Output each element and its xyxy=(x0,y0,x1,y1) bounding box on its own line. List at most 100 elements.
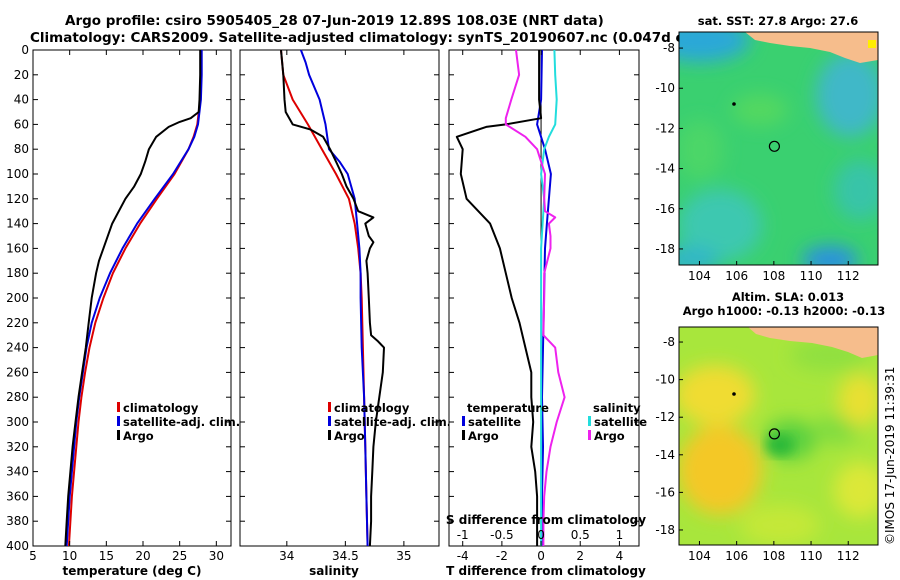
x-tick-label: 5 xyxy=(29,549,37,563)
s-tick-label: 0 xyxy=(537,528,545,542)
legend-title-salinity: salinity xyxy=(593,401,641,415)
difference-top-xlabel: S difference from climatology xyxy=(446,513,646,527)
sla-map-title-line2: Argo h1000: -0.13 h2000: -0.13 xyxy=(683,304,886,318)
legend-swatch-climatology xyxy=(117,402,120,412)
sla-map: Altim. SLA: 0.013 Argo h1000: -0.13 h200… xyxy=(655,290,886,563)
map-x-tick-label: 108 xyxy=(762,269,785,283)
map-x-tick-label: 112 xyxy=(837,269,860,283)
map-y-tick-label: -10 xyxy=(655,81,675,95)
s-tick-label: -1 xyxy=(457,528,469,542)
x-tick-label: 34.5 xyxy=(332,549,359,563)
map-x-tick-label: 104 xyxy=(688,549,711,563)
map-y-tick-label: -14 xyxy=(655,448,675,462)
sst-map-title: sat. SST: 27.8 Argo: 27.6 xyxy=(698,14,858,28)
salinity-panel: 34 34.5 35 salinity climatology satellite-… xyxy=(239,49,451,578)
difference-legend-salinity: salinity satellite Argo xyxy=(588,401,647,443)
x-tick-label: 15 xyxy=(99,549,114,563)
map-y-tick-label: -8 xyxy=(663,335,675,349)
salinity-legend: climatology satellite-adj. clim. Argo xyxy=(328,401,451,443)
legend-swatch-t-argo xyxy=(462,430,465,440)
legend-swatch-satellite xyxy=(117,416,120,426)
y-tick-label: 100 xyxy=(6,167,29,181)
x-tick-label: 10 xyxy=(62,549,77,563)
map-x-tick-label: 106 xyxy=(725,549,748,563)
y-tick-label: 300 xyxy=(6,415,29,429)
difference-panel: -4 -2 0 2 4 -1 -0.5 0 0.5 1 S difference from cli… xyxy=(446,49,647,578)
legend-swatch-argo xyxy=(117,430,120,440)
salinity-axes-frame xyxy=(239,49,440,547)
map-y-tick-label: -18 xyxy=(655,242,675,256)
y-tick-label: 260 xyxy=(6,365,29,379)
legend-label-satellite: satellite-adj. clim. xyxy=(334,415,451,429)
legend-swatch-s-argo xyxy=(588,430,591,440)
legend-title-temperature: temperature xyxy=(467,401,549,415)
map-x-tick-label: 110 xyxy=(800,549,823,563)
map-y-tick-label: -16 xyxy=(655,485,675,499)
x-tick-label: 35 xyxy=(396,549,411,563)
map-x-tick-label: 110 xyxy=(800,269,823,283)
map-x-tick-label: 106 xyxy=(725,269,748,283)
series-line-argo xyxy=(64,50,202,547)
y-tick-label: 280 xyxy=(6,390,29,404)
map-y-tick-label: -16 xyxy=(655,202,675,216)
series-line-salinity-argo xyxy=(504,49,566,546)
y-tick-label: 40 xyxy=(14,93,29,107)
y-tick-label: 0 xyxy=(21,43,29,57)
series-line-temperature-argo xyxy=(455,50,543,546)
difference-legend-temperature: temperature satellite Argo xyxy=(462,401,549,443)
x-tick-label: 20 xyxy=(135,549,150,563)
difference-xlabel: T difference from climatology xyxy=(446,564,646,578)
y-tick-label: 160 xyxy=(6,241,29,255)
x-tick-label: 30 xyxy=(209,549,224,563)
series-line-argo xyxy=(280,49,385,547)
sla-map-frame xyxy=(678,326,879,546)
salinity-xlabel: salinity xyxy=(309,564,359,578)
x-tick-label: 0 xyxy=(537,549,545,563)
x-tick-label: 25 xyxy=(172,549,187,563)
legend-label-climatology: climatology xyxy=(123,401,199,415)
y-tick-label: 180 xyxy=(6,266,29,280)
land-hot-pixel xyxy=(868,40,876,48)
credit-text: ©IMOS 17-Jun-2019 11:39:31 xyxy=(883,367,897,545)
map-y-tick-label: -14 xyxy=(655,162,675,176)
temperature-axes-frame xyxy=(32,49,232,547)
temperature-panel: 5 10 15 20 25 3002040608010012014016018020022… xyxy=(6,43,240,578)
x-tick-label: 34 xyxy=(279,549,294,563)
sst-map-frame xyxy=(678,31,879,266)
legend-label-s-satellite: satellite xyxy=(594,415,647,429)
land-shape xyxy=(745,32,878,63)
sla-float-marker xyxy=(768,428,781,440)
temperature-legend: climatology satellite-adj. clim. Argo xyxy=(117,401,240,443)
map-y-tick-label: -10 xyxy=(655,373,675,387)
sla-field xyxy=(679,327,878,545)
legend-swatch-satellite xyxy=(328,416,331,426)
figure-title-line1: Argo profile: csiro 5905405_28 07-Jun-20… xyxy=(65,13,604,29)
y-tick-label: 400 xyxy=(6,539,29,553)
legend-label-t-satellite: satellite xyxy=(468,415,521,429)
map-y-tick-label: -8 xyxy=(663,41,675,55)
s-tick-label: -0.5 xyxy=(490,528,513,542)
figure-title-line2: Climatology: CARS2009. Satellite-adjuste… xyxy=(30,30,732,46)
legend-swatch-climatology xyxy=(328,402,331,412)
series-line-temperature-satellite xyxy=(536,49,552,546)
legend-swatch-t-satellite xyxy=(462,416,465,426)
s-tick-label: 0.5 xyxy=(571,528,590,542)
sla-map-title-line1: Altim. SLA: 0.013 xyxy=(732,290,844,304)
y-tick-label: 360 xyxy=(6,489,29,503)
x-tick-label: -2 xyxy=(496,549,508,563)
legend-label-satellite: satellite-adj. clim. xyxy=(123,415,240,429)
y-tick-label: 20 xyxy=(14,68,29,82)
y-tick-label: 60 xyxy=(14,117,29,131)
map-y-tick-label: -18 xyxy=(655,523,675,537)
legend-label-climatology: climatology xyxy=(334,401,410,415)
legend-label-s-argo: Argo xyxy=(594,429,625,443)
y-tick-label: 240 xyxy=(6,341,29,355)
map-x-tick-label: 104 xyxy=(688,269,711,283)
sst-field xyxy=(679,32,878,265)
map-x-tick-label: 108 xyxy=(762,549,785,563)
legend-label-t-argo: Argo xyxy=(468,429,499,443)
series-line-satellite-adj-clim- xyxy=(65,50,203,547)
series-line-salinity-satellite xyxy=(540,49,558,546)
x-tick-label: 2 xyxy=(576,549,584,563)
